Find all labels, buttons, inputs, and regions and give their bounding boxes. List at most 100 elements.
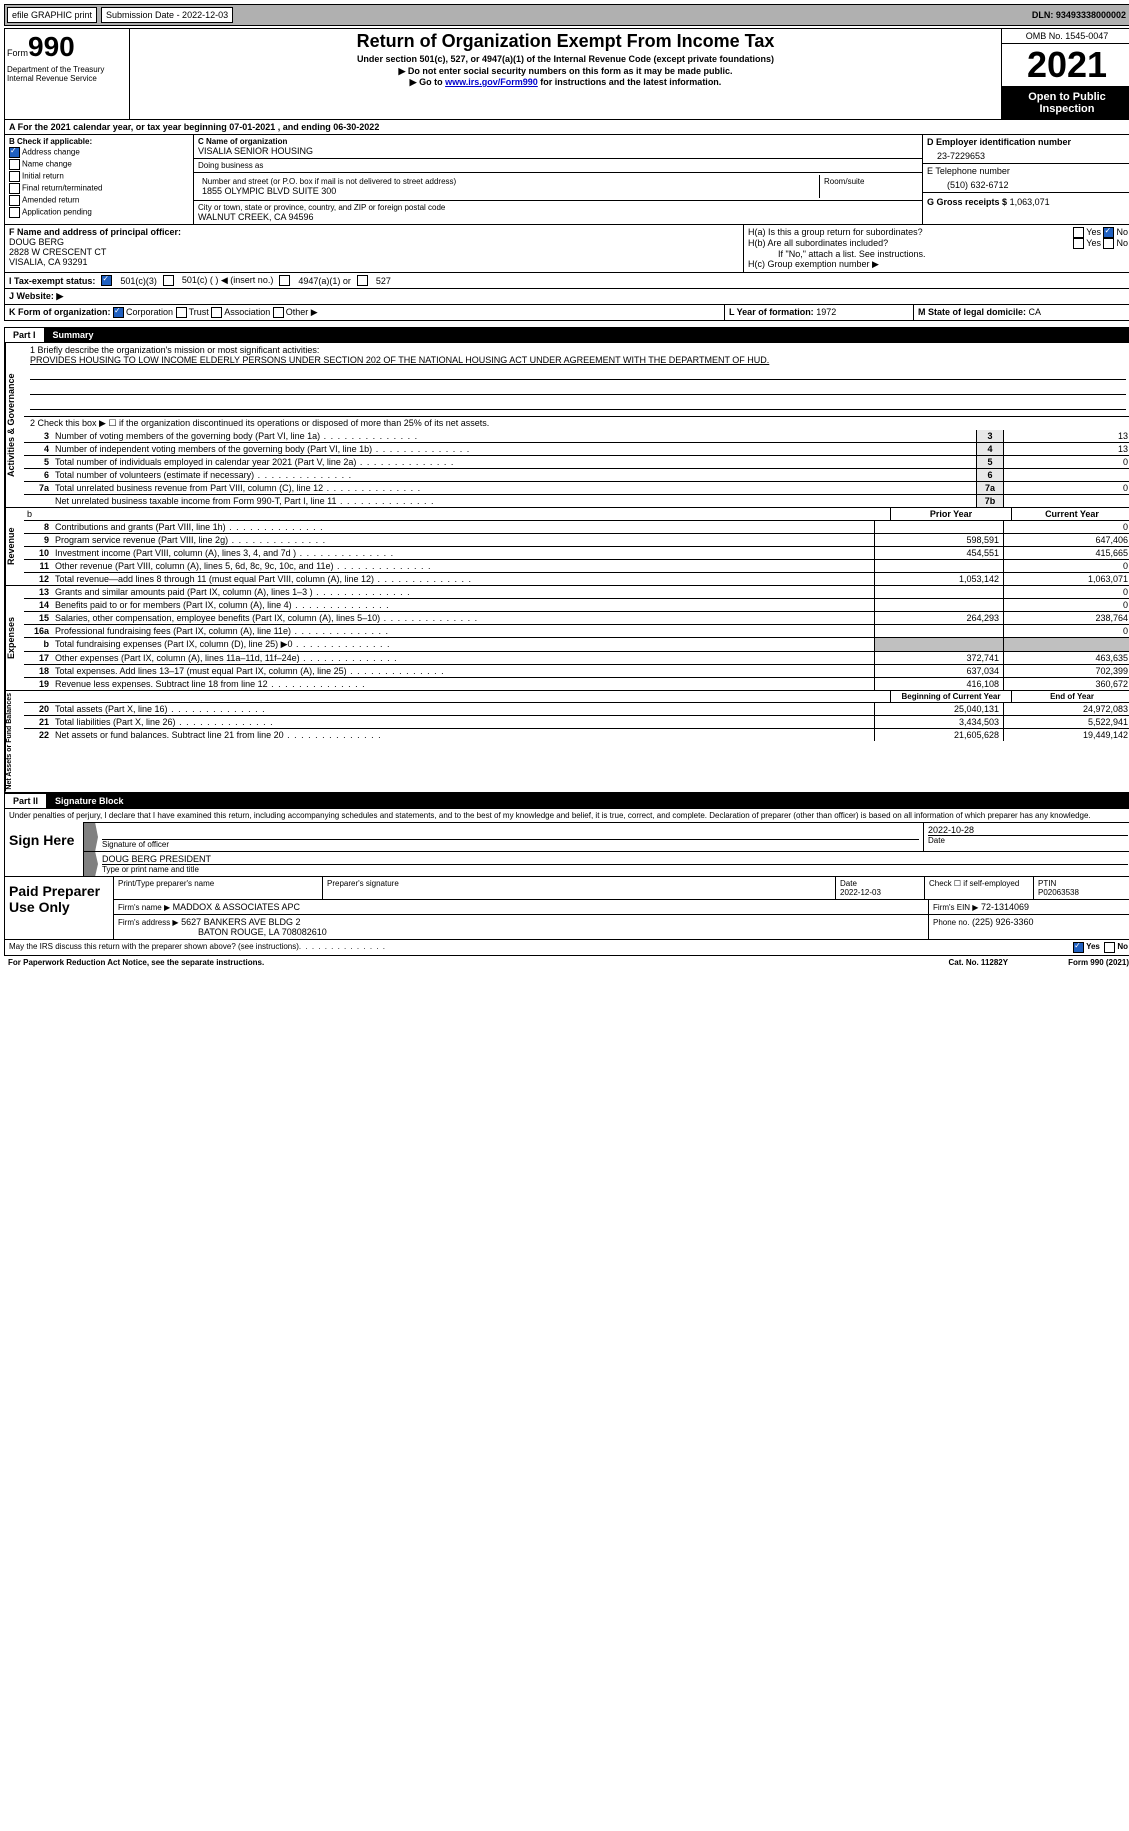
line-num: 5 [24, 456, 52, 468]
hb-no-check[interactable] [1103, 238, 1114, 249]
line-desc: Program service revenue (Part VIII, line… [52, 534, 874, 546]
hb-yes-check[interactable] [1073, 238, 1084, 249]
side-activities: Activities & Governance [5, 343, 24, 507]
line-num: 21 [24, 716, 52, 728]
i-501c: 501(c) ( ) ◀ (insert no.) [182, 275, 273, 286]
discuss-no-check[interactable] [1104, 942, 1115, 953]
prior-year-val: 3,434,503 [874, 716, 1003, 728]
gross-receipts: 1,063,071 [1010, 197, 1050, 207]
prior-year-val: 21,605,628 [874, 729, 1003, 741]
k-trust-check[interactable] [176, 307, 187, 318]
fgh-block: F Name and address of principal officer:… [4, 225, 1129, 273]
part1-title: Summary [45, 328, 102, 342]
prep-name-label: Print/Type preparer's name [118, 879, 318, 888]
discuss-yes-check[interactable] [1073, 942, 1084, 953]
line-val: 13 [1003, 443, 1129, 455]
line-box: 3 [976, 430, 1003, 442]
line-box: 7b [976, 495, 1003, 507]
irs-link[interactable]: www.irs.gov/Form990 [445, 77, 538, 87]
boxb-check[interactable] [9, 195, 20, 206]
line-desc: Grants and similar amounts paid (Part IX… [52, 586, 874, 598]
boxb-check[interactable] [9, 147, 20, 158]
line-desc: Total unrelated business revenue from Pa… [52, 482, 976, 494]
ha-yes-check[interactable] [1073, 227, 1084, 238]
sig-declaration: Under penalties of perjury, I declare th… [5, 809, 1129, 822]
boxb-check[interactable] [9, 159, 20, 170]
footer: For Paperwork Reduction Act Notice, see … [4, 956, 1129, 969]
boxb-check[interactable] [9, 183, 20, 194]
instr2-post: for instructions and the latest informat… [538, 77, 722, 87]
line-num: 8 [24, 521, 52, 533]
form-number: 990 [28, 31, 75, 62]
line2: 2 Check this box ▶ ☐ if the organization… [24, 417, 1129, 430]
line-num: 19 [24, 678, 52, 690]
current-year-val: 0 [1003, 521, 1129, 533]
i-527-check[interactable] [357, 275, 368, 286]
k-assoc-check[interactable] [211, 307, 222, 318]
prior-year-val: 416,108 [874, 678, 1003, 690]
current-year-val: 463,635 [1003, 652, 1129, 664]
line-num: 16a [24, 625, 52, 637]
prior-year-val [874, 625, 1003, 637]
line-j-label: J Website: ▶ [9, 291, 63, 301]
ha-no: No [1116, 227, 1128, 237]
firm-phone: (225) 926-3360 [972, 917, 1034, 927]
sig-officer-label: Signature of officer [102, 839, 919, 849]
line-val: 13 [1003, 430, 1129, 442]
prep-sig-label: Preparer's signature [327, 879, 831, 888]
line-desc: Number of independent voting members of … [52, 443, 976, 455]
side-revenue: Revenue [5, 508, 24, 585]
i-501c-check[interactable] [163, 275, 174, 286]
arrow-icon [84, 852, 98, 876]
current-year-val: 5,522,941 [1003, 716, 1129, 728]
form-subtitle: Under section 501(c), 527, or 4947(a)(1)… [136, 54, 995, 64]
line-desc: Net unrelated business taxable income fr… [52, 495, 976, 507]
line-klm: K Form of organization: Corporation Trus… [4, 305, 1129, 321]
paid-preparer: Paid Preparer Use Only Print/Type prepar… [4, 877, 1129, 940]
line1: 1 Briefly describe the organization's mi… [24, 343, 1129, 417]
ptin-value: P02063538 [1038, 888, 1128, 897]
current-year-val: 647,406 [1003, 534, 1129, 546]
box-c: C Name of organization VISALIA SENIOR HO… [194, 135, 922, 224]
line-desc: Total liabilities (Part X, line 26) [52, 716, 874, 728]
line-box: 5 [976, 456, 1003, 468]
line-desc: Salaries, other compensation, employee b… [52, 612, 874, 624]
city-label: City or town, state or province, country… [198, 203, 918, 212]
box-c-label: C Name of organization [198, 137, 918, 146]
org-name: VISALIA SENIOR HOUSING [198, 146, 918, 156]
hb-label: H(b) Are all subordinates included? [748, 238, 1073, 249]
current-year-val: 0 [1003, 625, 1129, 637]
i-4947: 4947(a)(1) or [298, 276, 351, 286]
box-deg: D Employer identification number 23-7229… [922, 135, 1129, 224]
prep-date: 2022-12-03 [840, 888, 920, 897]
firm-addr1: 5627 BANKERS AVE BLDG 2 [181, 917, 300, 927]
current-year-val: 0 [1003, 599, 1129, 611]
cat-no: Cat. No. 11282Y [948, 958, 1008, 967]
blank-line [30, 369, 1126, 380]
box-d-label: D Employer identification number [927, 137, 1128, 147]
k-assoc: Association [224, 307, 270, 317]
boxb-check[interactable] [9, 171, 20, 182]
line-desc: Number of voting members of the governin… [52, 430, 976, 442]
line-desc: Revenue less expenses. Subtract line 18 … [52, 678, 874, 690]
phone-value: (510) 632-6712 [927, 176, 1128, 190]
line-desc: Other revenue (Part VIII, column (A), li… [52, 560, 874, 572]
line-num: 9 [24, 534, 52, 546]
i-501c3-check[interactable] [101, 275, 112, 286]
k-other-check[interactable] [273, 307, 284, 318]
officer-print-name: DOUG BERG PRESIDENT [102, 854, 1128, 864]
line-desc: Total assets (Part X, line 16) [52, 703, 874, 715]
boxb-item-label: Application pending [22, 208, 92, 217]
prior-year-val: 264,293 [874, 612, 1003, 624]
k-corp-check[interactable] [113, 307, 124, 318]
i-527: 527 [376, 276, 391, 286]
box-g-label: G Gross receipts $ [927, 197, 1007, 207]
paid-label: Paid Preparer Use Only [5, 877, 114, 939]
officer-sub-label: Type or print name and title [102, 864, 1128, 874]
boxb-check[interactable] [9, 207, 20, 218]
part2-title: Signature Block [47, 794, 132, 808]
i-4947-check[interactable] [279, 275, 290, 286]
ha-label: H(a) Is this a group return for subordin… [748, 227, 1073, 238]
mission-text: PROVIDES HOUSING TO LOW INCOME ELDERLY P… [30, 355, 1126, 365]
ha-no-check[interactable] [1103, 227, 1114, 238]
